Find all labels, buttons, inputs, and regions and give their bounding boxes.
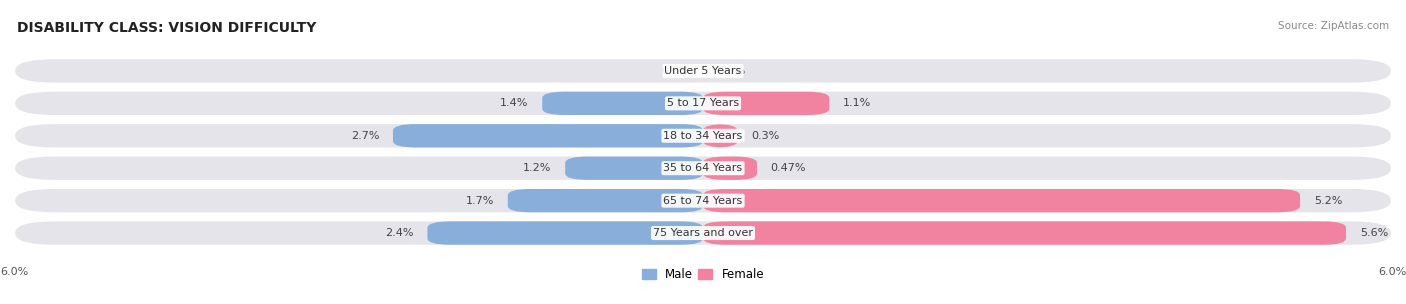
FancyBboxPatch shape (15, 59, 1391, 83)
Text: 2.4%: 2.4% (385, 228, 413, 238)
FancyBboxPatch shape (15, 92, 1391, 115)
FancyBboxPatch shape (15, 124, 1391, 147)
Text: 1.2%: 1.2% (523, 163, 551, 173)
FancyBboxPatch shape (543, 92, 703, 115)
Text: 1.1%: 1.1% (844, 98, 872, 108)
Text: 2.7%: 2.7% (350, 131, 380, 141)
Text: 0.3%: 0.3% (751, 131, 779, 141)
FancyBboxPatch shape (392, 124, 703, 147)
FancyBboxPatch shape (703, 221, 1346, 245)
Text: 6.0%: 6.0% (1378, 267, 1406, 277)
Text: 1.4%: 1.4% (501, 98, 529, 108)
Text: 5 to 17 Years: 5 to 17 Years (666, 98, 740, 108)
FancyBboxPatch shape (565, 157, 703, 180)
FancyBboxPatch shape (703, 157, 756, 180)
Text: 0.0%: 0.0% (661, 66, 689, 76)
FancyBboxPatch shape (703, 189, 1301, 212)
Text: 6.0%: 6.0% (0, 267, 28, 277)
Text: 18 to 34 Years: 18 to 34 Years (664, 131, 742, 141)
FancyBboxPatch shape (703, 124, 738, 147)
Text: 5.2%: 5.2% (1313, 196, 1343, 206)
Text: 0.0%: 0.0% (717, 66, 745, 76)
Text: 65 to 74 Years: 65 to 74 Years (664, 196, 742, 206)
FancyBboxPatch shape (508, 189, 703, 212)
Text: 1.7%: 1.7% (465, 196, 494, 206)
Text: 0.47%: 0.47% (770, 163, 806, 173)
FancyBboxPatch shape (15, 221, 1391, 245)
FancyBboxPatch shape (427, 221, 703, 245)
FancyBboxPatch shape (703, 92, 830, 115)
Text: 75 Years and over: 75 Years and over (652, 228, 754, 238)
FancyBboxPatch shape (15, 189, 1391, 212)
Text: Source: ZipAtlas.com: Source: ZipAtlas.com (1278, 21, 1389, 31)
Legend: Male, Female: Male, Female (637, 264, 769, 286)
Text: 5.6%: 5.6% (1360, 228, 1388, 238)
Text: DISABILITY CLASS: VISION DIFFICULTY: DISABILITY CLASS: VISION DIFFICULTY (17, 21, 316, 35)
FancyBboxPatch shape (15, 157, 1391, 180)
Text: Under 5 Years: Under 5 Years (665, 66, 741, 76)
Text: 35 to 64 Years: 35 to 64 Years (664, 163, 742, 173)
